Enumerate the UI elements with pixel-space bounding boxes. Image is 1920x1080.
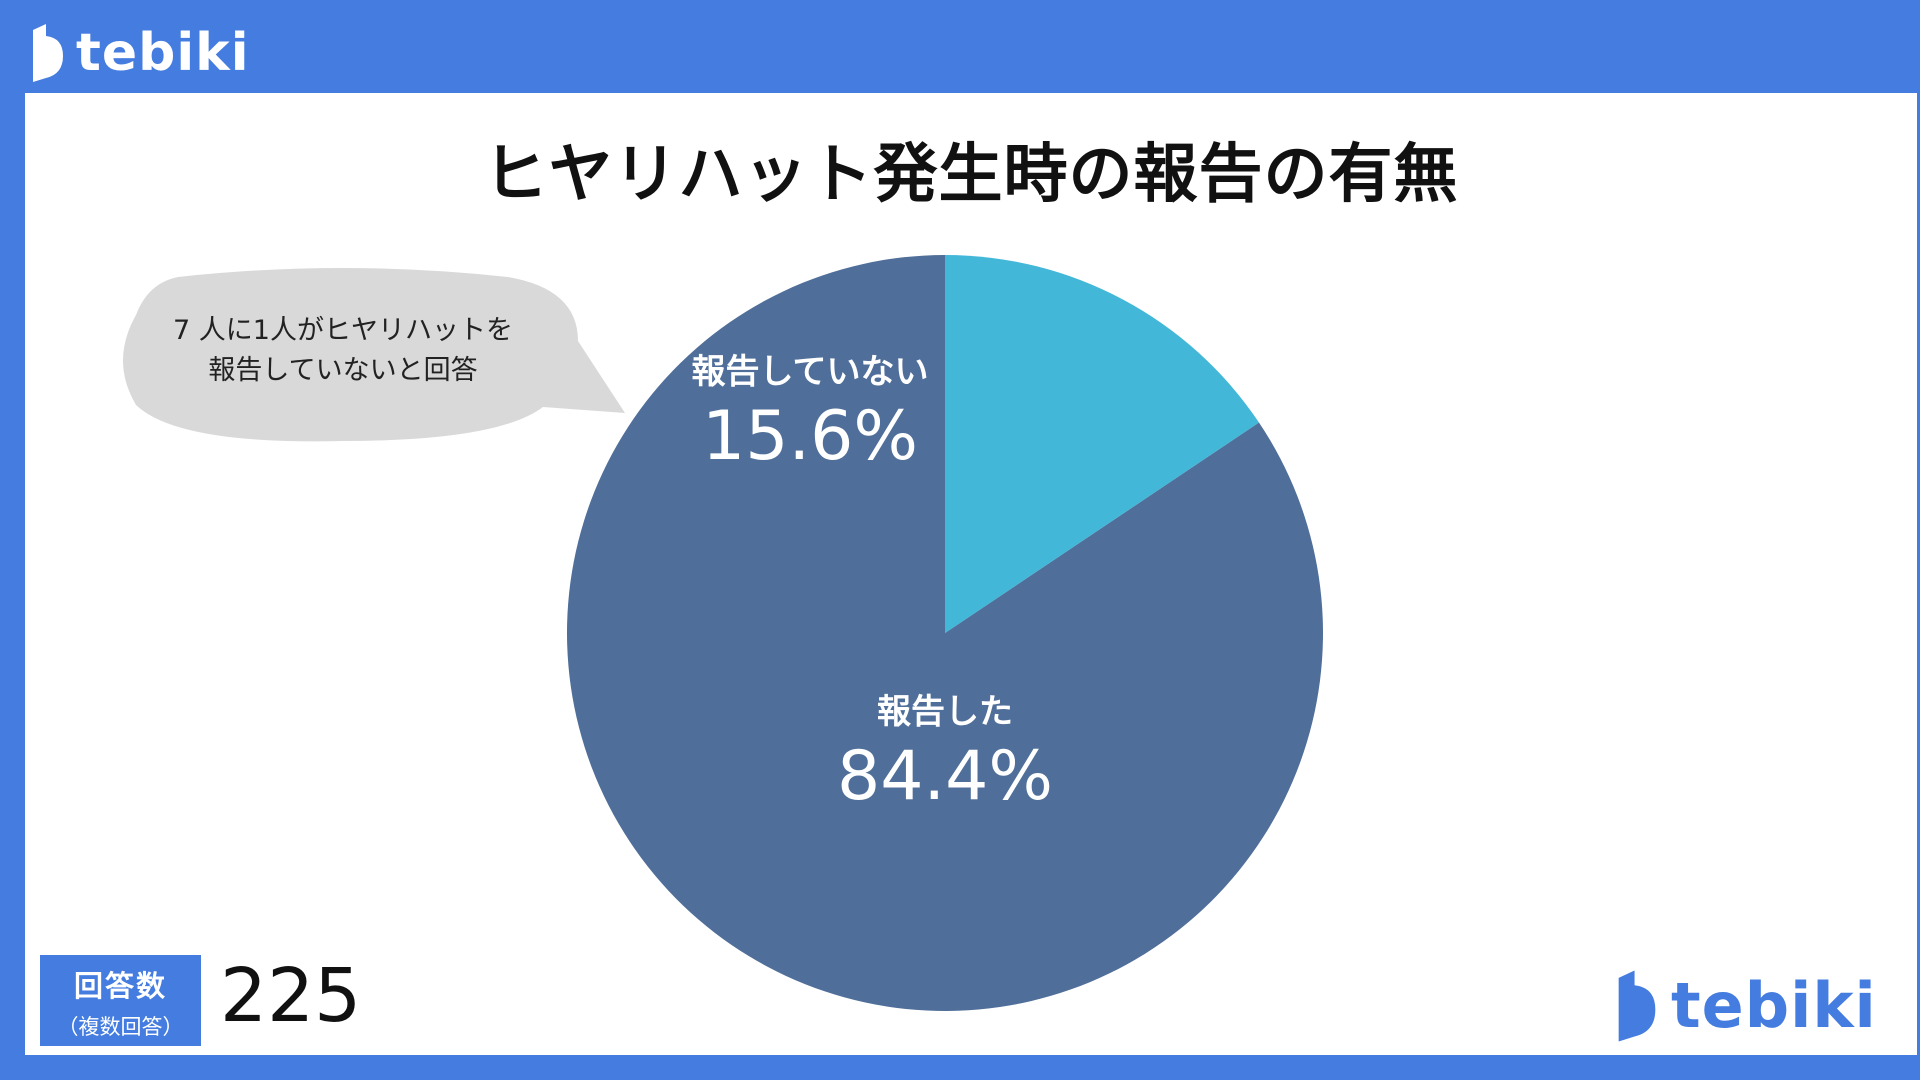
respondent-count-label: 回答数 [73,969,167,1003]
chart-title: ヒヤリハット発生時の報告の有無 [483,138,1459,212]
speech-bubble-line-1: 7 人に1人がヒヤリハットを [173,315,513,346]
tebiki-logo-icon [30,22,66,84]
respondent-count-badge: 回答数 （複数回答） [40,955,201,1046]
pie-chart: 報告した 84.4% 報告していない 15.6% [566,255,1323,1012]
footer-logo: tebiki [1615,965,1877,1047]
tebiki-logo-icon [1615,965,1659,1047]
chart-panel: ヒヤリハット発生時の報告の有無 報告した 84.4% 報告していない 15.6% 7 … [25,93,1917,1055]
respondent-count-sublabel: （複数回答） [57,1015,184,1039]
slice-label-0: 報告した [877,692,1013,732]
speech-bubble-text: 7 人に1人がヒヤリハットを 報告していないと回答 [118,311,568,391]
speech-bubble-line-2: 報告していないと回答 [208,355,478,386]
respondent-count-value: 225 [220,953,362,1039]
footer-logo-text: tebiki [1671,969,1877,1042]
slice-label-1: 報告していない [692,352,929,392]
pie-slice-1 [945,255,1259,633]
header-logo: tebiki [30,18,250,88]
speech-bubble: 7 人に1人がヒヤリハットを 報告していないと回答 [118,265,628,445]
slice-value-label-1: 15.6% [702,397,918,476]
pie-slice-0 [566,255,1323,1012]
header-logo-text: tebiki [76,23,250,83]
slice-value-label-0: 84.4% [837,737,1053,816]
